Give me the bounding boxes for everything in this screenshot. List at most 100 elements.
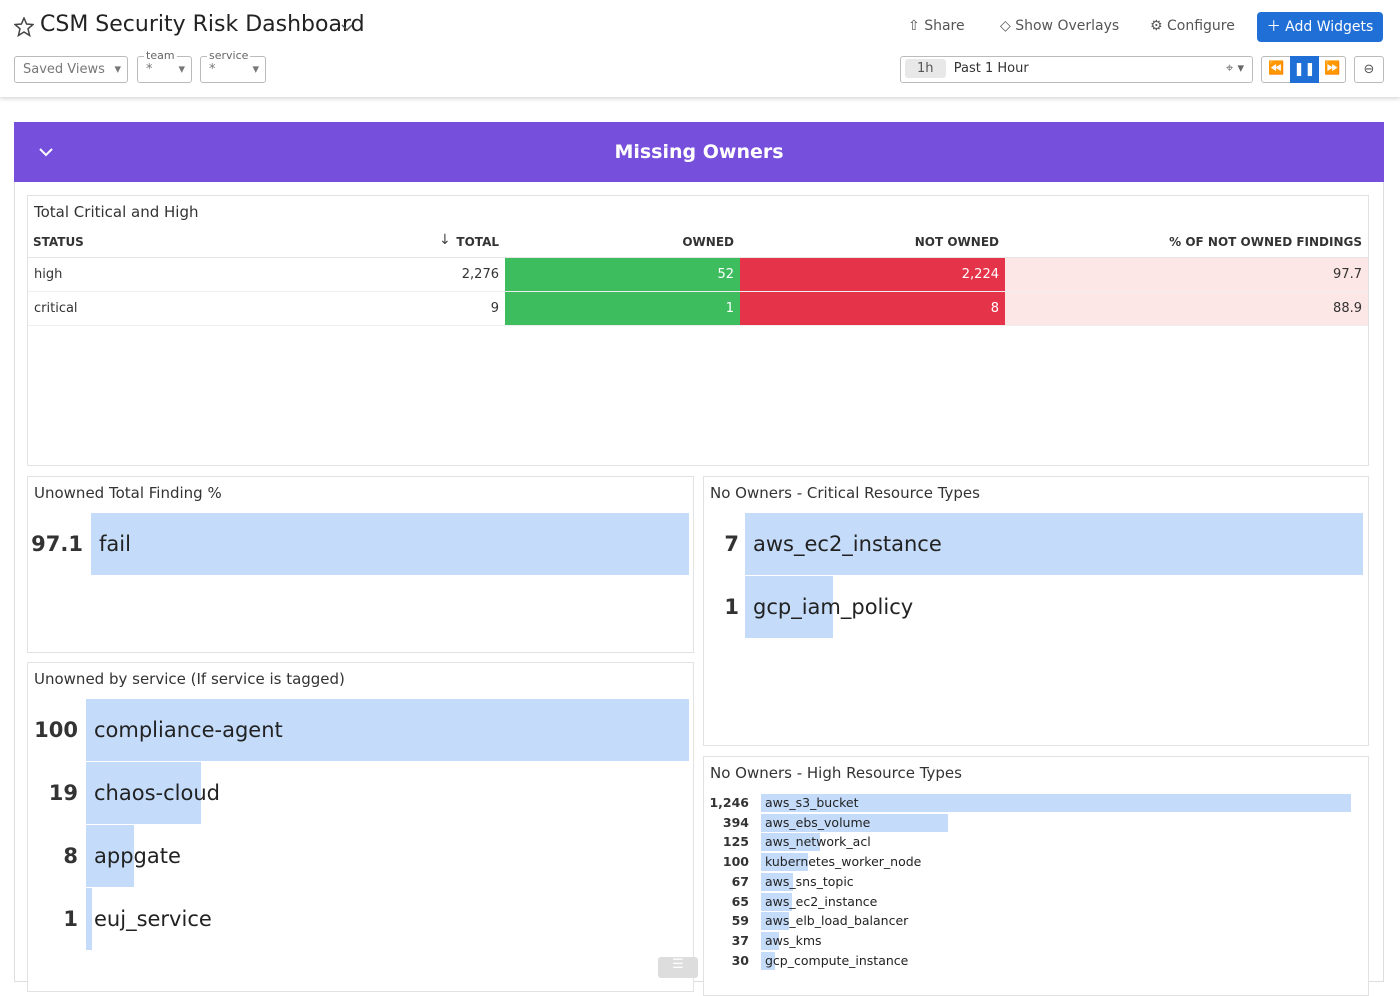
group-title: Missing Owners xyxy=(614,141,784,163)
toplist-bar xyxy=(91,513,689,575)
toplist-bar xyxy=(761,794,1351,812)
table-cell: 88.9 xyxy=(1005,292,1368,326)
toplist-label: fail xyxy=(99,532,131,556)
widget-title: Total Critical and High xyxy=(34,203,199,221)
toplist-bar xyxy=(745,513,1363,575)
toplist-value: 394 xyxy=(722,814,749,830)
toplist-label: compliance-agent xyxy=(94,718,283,742)
add-widgets-button[interactable]: ＋ Add Widgets xyxy=(1257,12,1383,42)
toplist-label: appgate xyxy=(94,844,181,868)
header: CSM Security Risk Dashboard ⇧ Share ◇ Sh… xyxy=(0,0,1400,97)
forward-button[interactable]: ⏩ xyxy=(1324,61,1341,76)
table-cell: critical xyxy=(28,292,228,326)
toplist-widget: No Owners - Critical Resource Types 7 aws_… xyxy=(703,476,1369,746)
configure-button[interactable]: ⚙ Configure xyxy=(1150,18,1235,34)
toplist-value: 1 xyxy=(724,595,739,619)
table-cell: 2,276 xyxy=(228,258,505,292)
widget-title: Unowned Total Finding % xyxy=(34,484,222,502)
toplist-label: gcp_compute_instance xyxy=(765,952,909,968)
team-value: * xyxy=(146,62,153,77)
service-value: * xyxy=(209,62,216,77)
saved-views-label: Saved Views xyxy=(23,62,105,77)
toplist-bar xyxy=(86,888,93,950)
toplist-bar xyxy=(761,853,809,872)
toplist-widget: Unowned Total Finding % 97.1 fail xyxy=(27,476,694,653)
toplist-label: aws_s3_bucket xyxy=(765,795,859,810)
toplist-label: aws_elb_load_balancer xyxy=(765,913,909,929)
star-icon[interactable] xyxy=(14,17,34,37)
group-header[interactable]: Missing Owners xyxy=(14,122,1384,182)
toplist-bar xyxy=(761,833,821,852)
table-widget: Total Critical and High STATUS TOTAL OWNED… xyxy=(27,195,1369,466)
share-button[interactable]: ⇧ Share xyxy=(908,18,965,34)
toplist-bar xyxy=(86,825,135,887)
toplist-bar xyxy=(761,813,948,832)
column-header: NOT OWNED xyxy=(914,235,999,249)
time-short: 1h xyxy=(905,59,946,78)
toplist-widget: No Owners - High Resource Types 1,246 aws_… xyxy=(703,756,1369,996)
team-filter[interactable]: team * ▾ xyxy=(137,49,192,83)
overlays-button[interactable]: ◇ Show Overlays xyxy=(1000,18,1120,34)
legend-toggle[interactable]: ☰ xyxy=(658,957,698,978)
overlays-label: Show Overlays xyxy=(1015,18,1120,34)
table-cell: high xyxy=(28,258,228,292)
toplist-bar xyxy=(761,931,779,950)
team-label: team xyxy=(144,49,177,62)
toplist-value: 8 xyxy=(63,844,78,868)
table-cell: 9 xyxy=(228,292,505,326)
toplist-bar xyxy=(745,576,834,638)
service-filter[interactable]: service * ▾ xyxy=(200,49,266,83)
toplist-bar xyxy=(761,951,776,970)
widget-title: No Owners - Critical Resource Types xyxy=(710,484,980,502)
collapse-icon[interactable] xyxy=(38,144,54,160)
toplist-value: 67 xyxy=(731,873,749,889)
toplist-label: euj_service xyxy=(94,907,212,931)
table-cell: 97.7 xyxy=(1005,258,1368,292)
column-header: OWNED xyxy=(682,235,734,249)
toplist-value: 59 xyxy=(731,913,749,929)
column-header: % OF NOT OWNED FINDINGS xyxy=(1169,235,1362,249)
share-label: Share xyxy=(924,18,965,34)
add-widgets-label: Add Widgets xyxy=(1285,19,1374,35)
saved-views[interactable]: Saved Views ▾ xyxy=(14,56,128,83)
table-cell: 1 xyxy=(505,292,740,326)
toplist-label: chaos-cloud xyxy=(94,781,220,805)
toplist-value: 7 xyxy=(724,532,739,556)
toplist-value: 30 xyxy=(731,952,749,968)
toplist-label: gcp_iam_policy xyxy=(753,595,914,619)
toplist-value: 19 xyxy=(48,781,78,805)
toplist-bar xyxy=(761,912,789,931)
toplist-value: 100 xyxy=(722,854,749,870)
zoom-out-button[interactable]: ⊖ xyxy=(1354,56,1384,83)
table-cell: 2,224 xyxy=(740,258,1005,292)
toplist-bar xyxy=(761,872,793,891)
toplist-label: aws_ebs_volume xyxy=(765,814,871,830)
toplist-label: aws_ec2_instance xyxy=(753,532,942,556)
rewind-button[interactable]: ⏪ xyxy=(1268,61,1285,76)
toplist-label: kubernetes_worker_node xyxy=(765,854,922,870)
column-header: TOTAL xyxy=(456,235,499,249)
table-cell: 52 xyxy=(505,258,740,292)
toplist-value: 1,246 xyxy=(709,795,749,810)
dashboard-title: CSM Security Risk Dashboard xyxy=(40,12,365,37)
pause-button[interactable]: ❚❚ xyxy=(1290,56,1319,83)
toplist-value: 1 xyxy=(63,907,78,931)
header-divider xyxy=(28,257,1368,258)
toplist-widget: Unowned by service (If service is tagged… xyxy=(27,662,694,992)
title-dropdown[interactable] xyxy=(340,20,354,34)
toplist-bar xyxy=(761,892,792,911)
widget-title: No Owners - High Resource Types xyxy=(710,764,962,782)
sort-icon: ↓ xyxy=(439,232,451,248)
toplist-value: 97.1 xyxy=(31,532,83,556)
toplist-label: aws_network_acl xyxy=(765,834,871,850)
toplist-bar xyxy=(86,699,689,761)
configure-label: Configure xyxy=(1167,18,1235,34)
table-cell: 8 xyxy=(740,292,1005,326)
column-header: STATUS xyxy=(33,235,84,249)
playback-controls: ⏪ ❚❚ ⏩ xyxy=(1261,56,1346,83)
toplist-value: 125 xyxy=(722,834,749,850)
time-picker[interactable]: 1h Past 1 Hour ⌖ ▾ xyxy=(900,56,1253,83)
toplist-label: aws_sns_topic xyxy=(765,873,854,889)
toplist-value: 100 xyxy=(34,718,78,742)
